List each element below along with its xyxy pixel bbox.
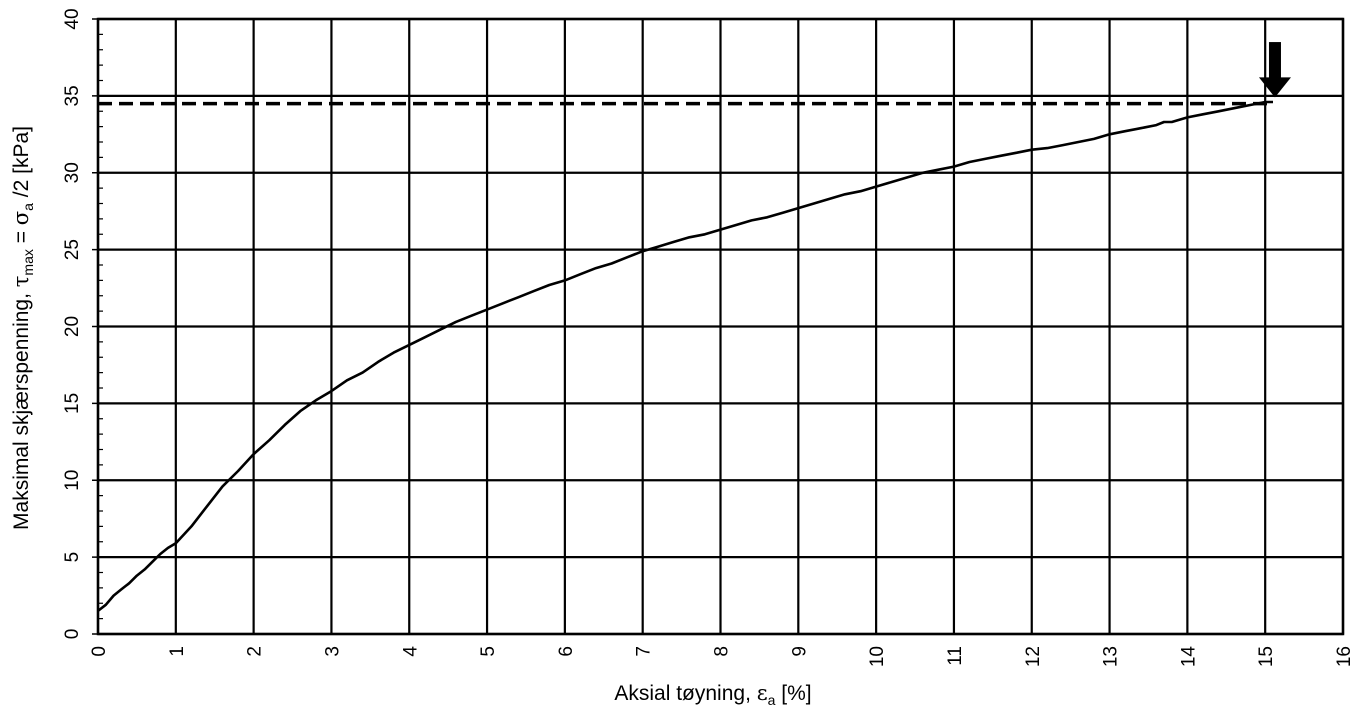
x-axis-title-subscript: a [768,692,776,708]
arrow-shaft [1268,42,1281,79]
y-tick-label: 40 [62,8,83,29]
y-tick-label: 0 [62,629,83,640]
x-tick-label: 5 [478,646,499,657]
y-tick-labels: 0 5 10 15 20 25 30 35 40 [62,8,83,639]
x-tick-label: 2 [245,646,266,657]
y-tick-label: 25 [62,239,83,260]
y-tick-label: 30 [62,162,83,183]
x-axis-title-suffix: [%] [775,682,811,705]
y-axis-title-tau: τ [9,276,33,288]
plot-frame [96,17,1345,636]
x-tick-label: 9 [789,646,810,657]
down-arrow-marker [1258,42,1291,98]
x-axis-title-prefix: Aksial tøyning, [614,682,756,705]
x-tick-label: 7 [634,646,655,657]
x-tick-label: 12 [1023,646,1044,667]
arrow-head [1258,77,1291,98]
x-tick-label: 10 [867,646,888,667]
y-axis-title-prefix: Maksimal skjærspenning, [10,287,33,530]
series-line [97,100,1273,612]
x-tick-label: 16 [1334,646,1355,667]
x-tick-label: 13 [1101,646,1122,667]
x-tick-label: 4 [400,646,421,657]
x-tick-labels: 0 1 2 3 4 5 6 7 8 9 10 11 12 13 14 15 16 [89,646,1355,668]
y-axis-title-tau-sub: max [20,249,36,275]
x-tick-label: 0 [89,646,110,657]
x-tick-label: 1 [167,646,188,657]
y-tick-label: 5 [62,552,83,563]
y-tick-label: 15 [62,393,83,414]
y-tick-label: 20 [62,316,83,337]
x-tick-label: 6 [556,646,577,657]
y-axis-title: Maksimal skjærspenning, τmax = σa /2 [kP… [9,126,36,530]
minor-ticks [92,18,103,635]
x-axis-title: Aksial tøyning, εa [%] [614,681,811,708]
y-axis-title-equals: = [10,225,33,249]
x-tick-label: 15 [1256,646,1277,667]
y-tick-label: 10 [62,470,83,491]
y-axis-title-sigma-sub: a [20,203,36,211]
x-tick-label: 14 [1178,646,1199,668]
x-tick-label: 8 [712,646,733,657]
x-tick-label: 11 [945,646,966,666]
x-tick-label: 3 [322,646,343,657]
y-axis-title-sigma: σ [9,211,33,225]
y-tick-label: 35 [62,85,83,106]
x-axis-title-symbol: ε [757,681,768,705]
y-axis-title-suffix: /2 [kPa] [10,126,33,203]
